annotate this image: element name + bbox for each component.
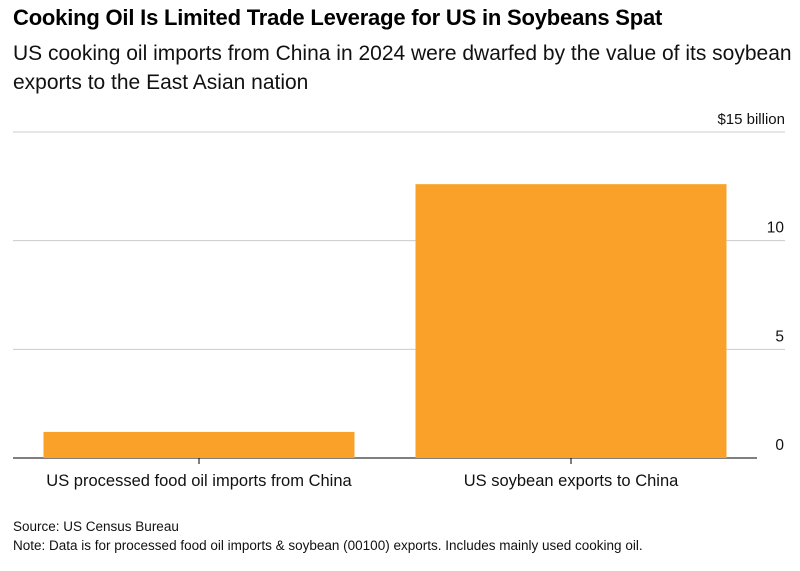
y-tick-label: 0	[775, 437, 784, 454]
y-tick-label: 5	[775, 328, 784, 345]
y-tick-label: $15 billion	[717, 111, 785, 128]
x-category-label: US processed food oil imports from China	[46, 472, 352, 490]
chart-title: Cooking Oil Is Limited Trade Leverage fo…	[13, 5, 663, 30]
chart-subtitle: US cooking oil imports from China in 202…	[13, 42, 792, 94]
x-category-label: US soybean exports to China	[464, 472, 679, 490]
footnote: Note: Data is for processed food oil imp…	[13, 538, 643, 553]
y-tick-label: 10	[767, 220, 785, 237]
source-note: Source: US Census Bureau	[13, 519, 179, 534]
bar	[43, 431, 355, 458]
bar	[415, 184, 727, 458]
